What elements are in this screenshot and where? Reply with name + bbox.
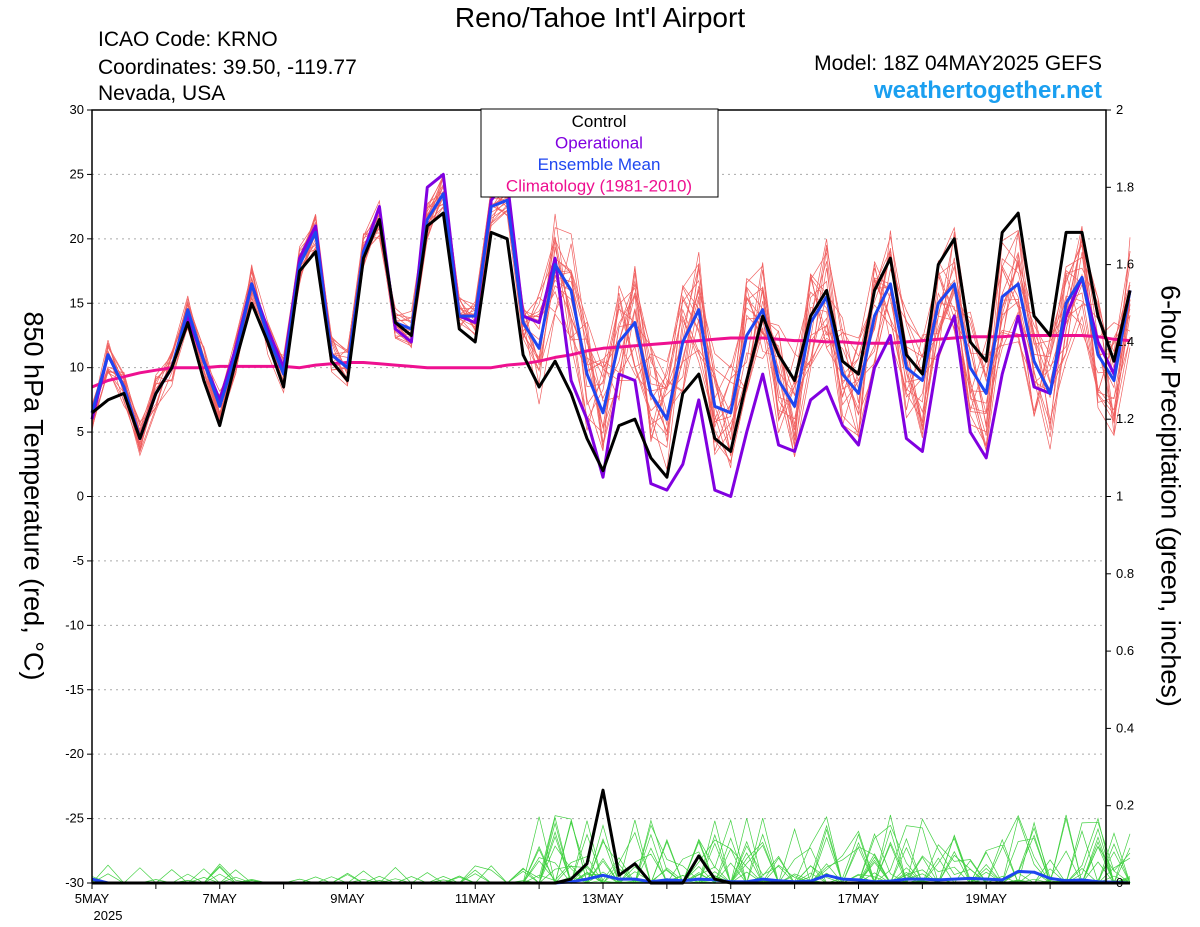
y2-tick-label: 1 xyxy=(1116,489,1123,504)
y-tick-label: 5 xyxy=(77,424,84,439)
y-tick-label: 0 xyxy=(77,489,84,504)
legend-entry: Climatology (1981-2010) xyxy=(506,177,692,196)
y2-tick-label: 1.6 xyxy=(1116,257,1134,272)
legend-entry: Control xyxy=(572,112,627,131)
legend-box xyxy=(480,108,719,198)
x-tick-label: 11MAY xyxy=(455,891,496,906)
y-tick-label: -30 xyxy=(65,875,84,890)
legend-entry: Operational xyxy=(555,134,643,153)
y2-tick-label: 1.8 xyxy=(1116,179,1134,194)
y2-tick-label: 0.2 xyxy=(1116,798,1134,813)
y2-tick-label: 0.4 xyxy=(1116,720,1134,735)
y-tick-label: 30 xyxy=(70,102,84,117)
model-run: Model: 18Z 04MAY2025 GEFS xyxy=(814,52,1102,75)
ensemble-member-temp xyxy=(91,196,1131,453)
legend-entry: Ensemble Mean xyxy=(538,155,661,174)
y2-tick-label: 1.4 xyxy=(1116,334,1134,349)
y2-tick-label: 0.8 xyxy=(1116,566,1134,581)
icao-code: ICAO Code: KRNO xyxy=(98,28,278,51)
legend: Control Operational Ensemble Mean Climatolo… xyxy=(480,108,719,198)
series-lines xyxy=(90,172,1132,885)
y-tick-label: 10 xyxy=(70,360,84,375)
y2-tick-label: 1.2 xyxy=(1116,411,1134,426)
chart-title: Reno/Tahoe Int'l Airport xyxy=(454,2,746,33)
series-ensemble-mean-temp xyxy=(90,192,1132,440)
y-tick-label: 15 xyxy=(70,295,84,310)
ticks: 302520151050-5-10-15-20-25-3021.81.61.41… xyxy=(65,102,1134,923)
y2-tick-label: 0.6 xyxy=(1116,643,1134,658)
x-tick-label: 5MAY xyxy=(75,891,110,906)
y-tick-label: -10 xyxy=(65,617,84,632)
y-tick-label: 25 xyxy=(70,166,84,181)
plot-frame xyxy=(91,109,1107,884)
x-tick-label: 9MAY xyxy=(330,891,365,906)
series-operational-temp xyxy=(90,172,1132,498)
x-tick-label: 13MAY xyxy=(582,891,624,906)
region: Nevada, USA xyxy=(98,82,226,105)
x-year-label: 2025 xyxy=(94,908,123,923)
y-tick-label: -15 xyxy=(65,682,84,697)
x-tick-label: 17MAY xyxy=(838,891,880,906)
x-tick-label: 7MAY xyxy=(203,891,238,906)
x-tick-label: 19MAY xyxy=(965,891,1007,906)
y-tick-label: 20 xyxy=(70,231,84,246)
series-control-temp xyxy=(91,211,1132,479)
coordinates: Coordinates: 39.50, -119.77 xyxy=(98,56,357,79)
y-tick-label: -5 xyxy=(72,553,84,568)
grid xyxy=(92,173,1106,820)
y2-tick-label: 0 xyxy=(1116,875,1123,890)
ensemble-members xyxy=(91,174,1131,885)
y-tick-label: -20 xyxy=(65,746,84,761)
site-link[interactable]: weathertogether.net xyxy=(873,77,1102,104)
x-tick-label: 15MAY xyxy=(710,891,752,906)
y2-tick-label: 2 xyxy=(1116,102,1123,117)
y-tick-label: -25 xyxy=(65,811,84,826)
